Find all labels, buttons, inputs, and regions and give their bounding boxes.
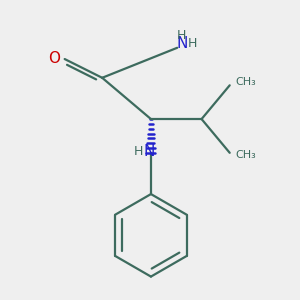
- Text: N: N: [143, 144, 155, 159]
- Text: CH₃: CH₃: [235, 150, 256, 160]
- Text: CH₃: CH₃: [235, 77, 256, 88]
- Text: H: H: [176, 28, 186, 41]
- Text: O: O: [48, 51, 60, 66]
- Text: N: N: [176, 36, 188, 51]
- Text: H: H: [134, 146, 143, 158]
- Text: H: H: [188, 37, 197, 50]
